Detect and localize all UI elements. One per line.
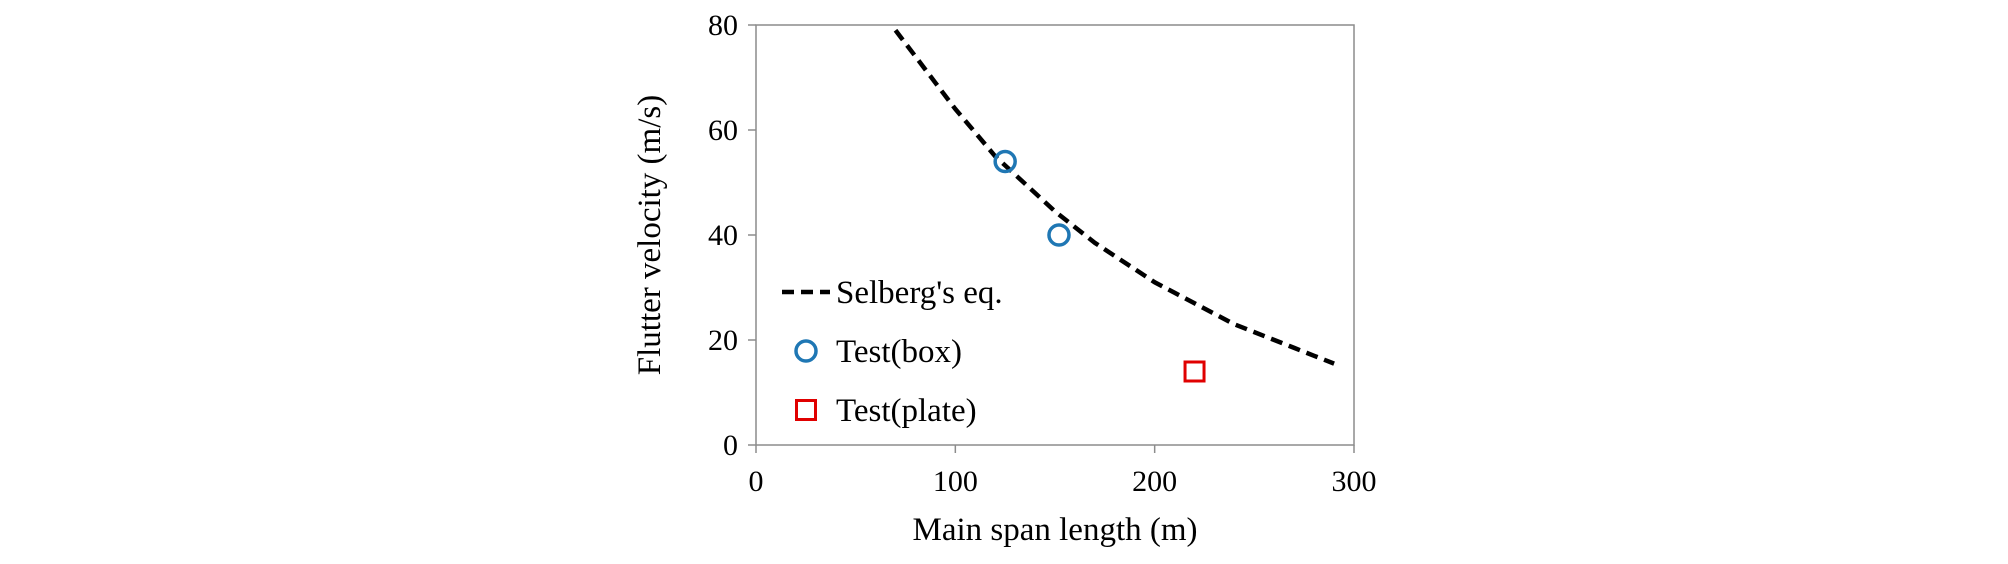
legend-item-test-plate: Test(plate): [795, 393, 977, 429]
y-tick-label: 40: [708, 219, 738, 252]
selberg-equation-curve: [893, 28, 1335, 366]
legend-label: Test(plate): [836, 393, 977, 429]
x-tick-label: 200: [1132, 465, 1177, 498]
x-tick-label: 0: [749, 465, 764, 498]
x-tick-label: 300: [1332, 465, 1377, 498]
legend-label: Test(box): [836, 334, 962, 370]
test-box-point: [993, 149, 1017, 174]
x-tick-label: 100: [933, 465, 978, 498]
legend-item-test-box: Test(box): [794, 334, 962, 370]
y-axis-title: Flutter velocity (m/s): [632, 95, 668, 375]
plot-area-frame: [755, 24, 1355, 446]
legend-item-selberg: Selberg's eq.: [782, 275, 1003, 311]
y-tick-label: 60: [708, 114, 738, 147]
legend-label: Selberg's eq.: [836, 275, 1003, 311]
test-plate-point: [1183, 360, 1206, 383]
y-tick-label: 20: [708, 324, 738, 357]
y-tick-label: 80: [708, 9, 738, 42]
x-axis-title: Main span length (m): [912, 512, 1197, 548]
test-box-point: [1047, 223, 1071, 247]
y-tick-label: 0: [723, 429, 738, 462]
legend-circle-marker: [794, 339, 818, 363]
legend-square-marker: [795, 399, 817, 421]
